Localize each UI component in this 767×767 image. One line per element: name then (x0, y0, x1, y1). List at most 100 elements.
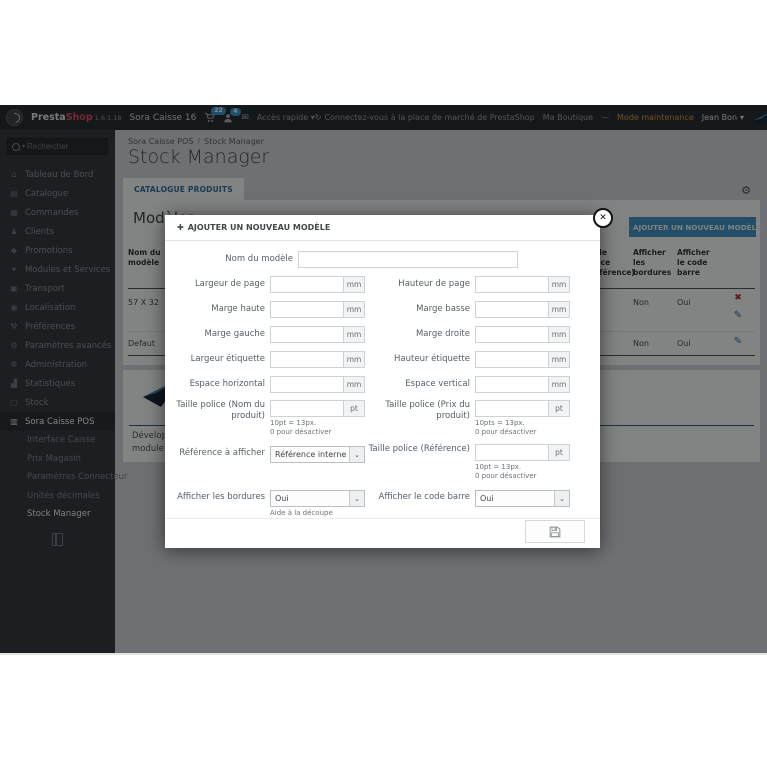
unit-addon: mm (343, 326, 365, 343)
input-group: mm (475, 301, 570, 318)
chevron-down-icon: ⌄ (349, 491, 364, 506)
help-text: 10pt = 13px. 0 pour désactiver (270, 419, 365, 437)
help-line: 0 pour désactiver (475, 472, 537, 480)
label-width-input[interactable] (270, 351, 343, 368)
reference-select[interactable]: Référence interne ⌄ (270, 446, 365, 463)
horizontal-space-input[interactable] (270, 376, 343, 393)
field-group: Oui ⌄ (475, 488, 570, 507)
save-button[interactable] (525, 520, 585, 543)
modal-close-button[interactable]: ✕ (593, 208, 613, 228)
top-margin-input[interactable] (270, 301, 343, 318)
unit-addon: mm (548, 376, 570, 393)
unit-addon: pt (343, 400, 365, 417)
input-group: mm (270, 376, 365, 393)
input-group: pt (475, 400, 570, 417)
font-size-name-input[interactable] (270, 400, 343, 417)
prestashop-admin: PrestaShop1.6.1.18 Sora Caisse 16 22 4 ✉… (0, 105, 767, 655)
unit-addon: mm (548, 326, 570, 343)
chevron-down-icon: ⌄ (349, 447, 364, 462)
field-label: Largeur de page (194, 279, 265, 290)
field-label: Marge gauche (204, 329, 266, 340)
unit-addon: mm (548, 276, 570, 293)
modal-title: AJOUTER UN NOUVEAU MODÈLE (187, 223, 331, 232)
borders-select[interactable]: Oui ⌄ (270, 490, 365, 507)
unit-addon: mm (343, 301, 365, 318)
field-label: Nom du modèle (225, 254, 293, 265)
modal-header: ✚ AJOUTER UN NOUVEAU MODÈLE (165, 215, 600, 241)
field-group: pt 10pt = 13px. 0 pour désactiver (270, 400, 365, 437)
form-row-display-options: Afficher les bordures Oui ⌄ Aide à la déc… (165, 485, 600, 519)
field-label: Marge droite (415, 329, 470, 340)
page-height-input[interactable] (475, 276, 548, 293)
field-group: Oui ⌄ Aide à la découpe (270, 488, 365, 518)
field-group: Référence interne ⌄ (270, 444, 365, 463)
field-label: Taille police (Nom du produit) (176, 400, 265, 421)
unit-addon: mm (343, 351, 365, 368)
floppy-disk-icon (549, 526, 561, 537)
input-group: mm (475, 376, 570, 393)
left-margin-input[interactable] (270, 326, 343, 343)
field-label: Taille police (Référence) (368, 444, 470, 454)
field-label: Largeur étiquette (190, 354, 265, 365)
field-group: pt 10pt = 13px. 0 pour désactiver (475, 444, 570, 481)
form-row-spacing: Espace horizontal mm Espace vertical mm (165, 372, 600, 397)
field-label: Afficher les bordures (177, 492, 265, 502)
help-line: 10pt = 13px. (270, 419, 317, 427)
bottom-margin-input[interactable] (475, 301, 548, 318)
field-group: pt 10pts = 13px. 0 pour désactiver (475, 400, 570, 437)
help-line: 10pt = 13px. (475, 463, 522, 471)
input-group: mm (475, 326, 570, 343)
input-group: pt (270, 400, 365, 417)
form-row-font-sizes: Taille police (Nom du produit) pt 10pt =… (165, 397, 600, 441)
unit-addon: pt (548, 400, 570, 417)
input-group: mm (475, 276, 570, 293)
form-row-name: Nom du modèle (165, 247, 600, 272)
unit-addon: mm (548, 351, 570, 368)
barcode-select[interactable]: Oui ⌄ (475, 490, 570, 507)
field-label: Espace horizontal (189, 379, 265, 390)
add-model-modal: ✚ AJOUTER UN NOUVEAU MODÈLE Nom du modèl… (165, 215, 600, 548)
label-height-input[interactable] (475, 351, 548, 368)
chevron-down-icon: ⌄ (554, 491, 569, 506)
form-row-page-size: Largeur de page mm Hauteur de page mm (165, 272, 600, 297)
select-value: Référence interne (275, 450, 347, 459)
field-label: Marge basse (416, 304, 470, 315)
select-value: Oui (275, 494, 289, 503)
input-group: mm (270, 326, 365, 343)
modal-footer (165, 518, 600, 548)
right-margin-input[interactable] (475, 326, 548, 343)
vertical-space-input[interactable] (475, 376, 548, 393)
modal-body: Nom du modèle Largeur de page mm Hauteur… (165, 241, 600, 519)
unit-addon: mm (548, 301, 570, 318)
field-label: Taille police (Prix du produit) (385, 400, 470, 421)
field-label: Hauteur de page (398, 279, 470, 290)
input-group: mm (475, 351, 570, 368)
help-text: 10pts = 13px. 0 pour désactiver (475, 419, 570, 437)
unit-addon: pt (548, 444, 570, 461)
form-row-margins-lr: Marge gauche mm Marge droite mm (165, 322, 600, 347)
field-label: Afficher le code barre (378, 492, 471, 502)
font-size-price-input[interactable] (475, 400, 548, 417)
input-group: mm (270, 301, 365, 318)
input-group: pt (475, 444, 570, 461)
model-name-input[interactable] (298, 251, 518, 268)
help-text: Aide à la découpe (270, 509, 333, 517)
unit-addon: mm (343, 276, 365, 293)
form-row-label-size: Largeur étiquette mm Hauteur étiquette m… (165, 347, 600, 372)
page-width-input[interactable] (270, 276, 343, 293)
help-line: 0 pour désactiver (270, 428, 332, 436)
field-label: Référence à afficher (179, 448, 265, 458)
unit-addon: mm (343, 376, 365, 393)
input-group: mm (270, 276, 365, 293)
form-row-margins-tb: Marge haute mm Marge basse mm (165, 297, 600, 322)
select-value: Oui (480, 494, 494, 503)
field-label: Hauteur étiquette (394, 354, 470, 365)
help-text: 10pt = 13px. 0 pour désactiver (475, 463, 570, 481)
help-line: 0 pour désactiver (475, 428, 537, 436)
input-group: mm (270, 351, 365, 368)
field-label: Marge haute (211, 304, 265, 315)
field-label: Espace vertical (405, 379, 470, 390)
font-size-reference-input[interactable] (475, 444, 548, 461)
plus-icon: ✚ (177, 223, 184, 232)
